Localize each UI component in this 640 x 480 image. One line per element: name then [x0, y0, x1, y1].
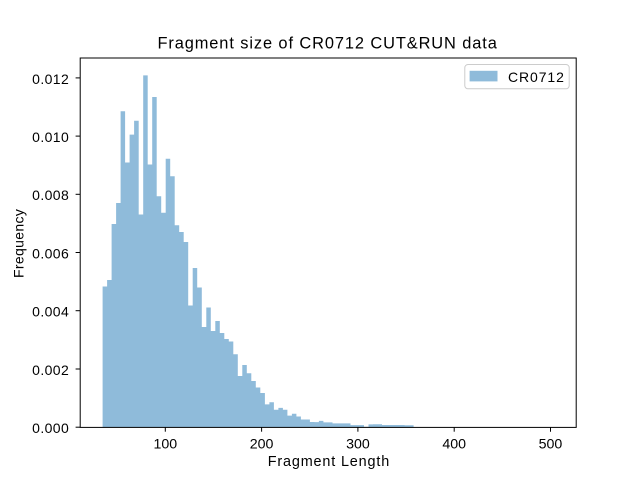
svg-text:300: 300 — [346, 436, 370, 452]
svg-text:0.000: 0.000 — [32, 420, 69, 436]
svg-text:0.012: 0.012 — [32, 71, 69, 87]
svg-text:0.008: 0.008 — [32, 187, 69, 203]
svg-text:0.006: 0.006 — [32, 245, 69, 261]
svg-text:400: 400 — [442, 436, 466, 452]
svg-text:500: 500 — [539, 436, 563, 452]
svg-text:0.010: 0.010 — [32, 129, 69, 145]
svg-text:200: 200 — [250, 436, 274, 452]
svg-text:Frequency: Frequency — [11, 209, 27, 278]
svg-text:0.002: 0.002 — [32, 362, 69, 378]
svg-text:Fragment size of CR0712 CUT&RU: Fragment size of CR0712 CUT&RUN data — [157, 35, 497, 53]
svg-text:Fragment Length: Fragment Length — [268, 454, 390, 470]
svg-text:CR0712: CR0712 — [508, 69, 565, 85]
svg-text:100: 100 — [153, 436, 177, 452]
svg-text:0.004: 0.004 — [32, 304, 69, 320]
